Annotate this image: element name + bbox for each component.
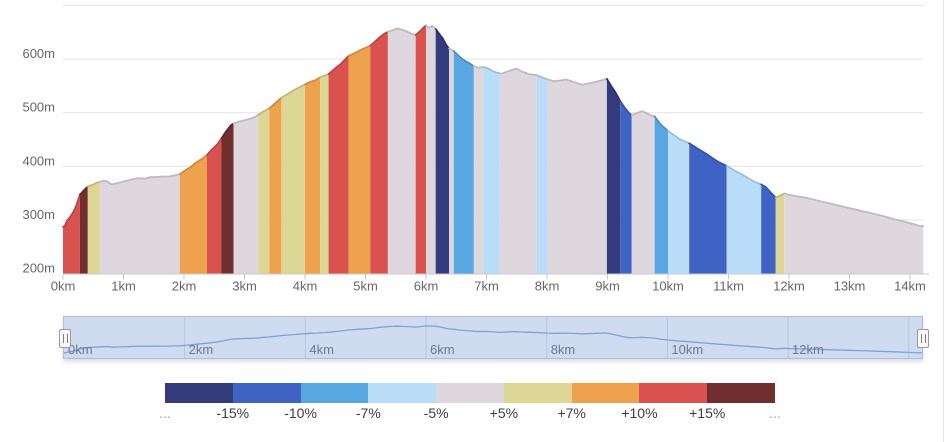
slope-legend: ... -15% -10% -7% -5% +5% +7% +10% +15%... — [159, 383, 781, 428]
slope-color-swatch — [232, 383, 301, 403]
svg-text:3km: 3km — [232, 279, 257, 294]
navigator-mini-chart[interactable] — [64, 317, 922, 358]
slope-color-swatch — [300, 383, 369, 403]
slope-legend-label: +15% — [689, 405, 726, 421]
slope-color-swatch — [436, 383, 504, 403]
slope-legend-label: +7% — [557, 405, 586, 421]
navigator-handle-right-icon[interactable] — [917, 328, 929, 348]
slope-legend-label: -5% — [423, 405, 449, 421]
slope-legend-label: -10% — [284, 405, 317, 421]
svg-text:6km: 6km — [414, 279, 439, 294]
slope-legend-label: -15% — [216, 405, 250, 421]
svg-text:300m: 300m — [22, 207, 55, 222]
y-axis-labels: 200m 300m 400m 500m 600m — [22, 46, 55, 275]
svg-text:1km: 1km — [111, 279, 136, 294]
slope-legend-label: +5% — [489, 405, 519, 421]
svg-text:13km: 13km — [834, 279, 866, 294]
slope-legend-label: ... — [159, 405, 171, 421]
slope-color-swatch — [707, 383, 776, 403]
svg-text:5km: 5km — [353, 279, 378, 294]
slope-legend-label: -7% — [355, 405, 381, 421]
slope-legend-label: ... — [769, 405, 781, 421]
elevation-chart-plot[interactable]: 0km 1km 2km 3km 4km 5km 6km 7km 8km 9km 10km 11km 12… — [0, 0, 947, 300]
slope-legend-label: +10% — [621, 405, 658, 421]
grip-icon — [920, 333, 926, 343]
slope-color-swatch — [165, 383, 233, 403]
svg-text:14km: 14km — [894, 279, 926, 294]
svg-text:11km: 11km — [713, 279, 744, 294]
svg-text:8km: 8km — [535, 279, 560, 294]
navigator-strip[interactable]: 0km 2km 4km 6km 8km 10km 12km — [59, 316, 929, 359]
slope-color-swatch — [503, 383, 572, 403]
svg-text:200m: 200m — [22, 261, 55, 276]
profile-areas — [63, 25, 924, 274]
svg-text:12km: 12km — [773, 279, 805, 294]
profile-line — [62, 24, 925, 228]
navigator-handle-left-icon[interactable] — [59, 328, 71, 348]
svg-text:500m: 500m — [22, 100, 55, 115]
slope-color-swatch — [639, 383, 708, 403]
slope-legend-swatches — [165, 383, 776, 403]
svg-text:0km: 0km — [51, 279, 76, 294]
svg-text:9km: 9km — [595, 279, 620, 294]
svg-text:2km: 2km — [172, 279, 197, 294]
x-axis-ticks — [62, 274, 911, 280]
panel-right-border — [943, 0, 944, 442]
slope-color-swatch — [571, 383, 640, 403]
svg-text:10km: 10km — [652, 279, 684, 294]
svg-text:4km: 4km — [293, 279, 318, 294]
svg-text:600m: 600m — [22, 46, 55, 61]
svg-text:400m: 400m — [22, 153, 55, 168]
x-axis-labels: 0km 1km 2km 3km 4km 5km 6km 7km 8km 9km 10km 11km 12… — [51, 279, 926, 294]
grip-icon — [62, 333, 68, 343]
svg-text:7km: 7km — [474, 279, 499, 294]
slope-color-swatch — [368, 383, 437, 403]
